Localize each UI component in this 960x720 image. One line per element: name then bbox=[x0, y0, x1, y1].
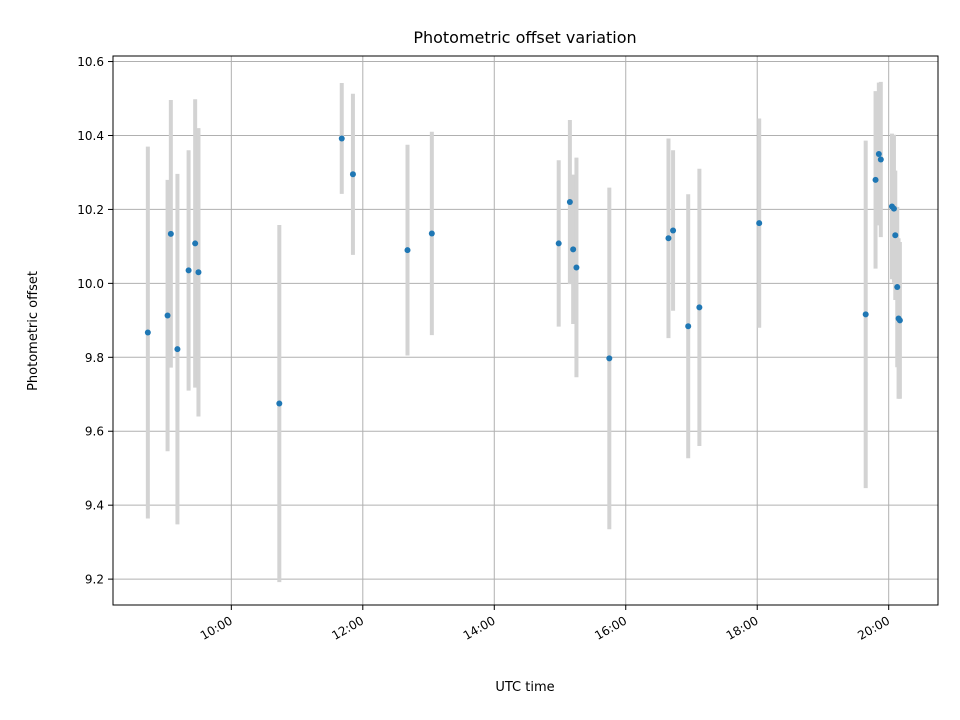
data-point bbox=[185, 267, 192, 274]
data-point bbox=[174, 346, 181, 353]
data-point bbox=[875, 150, 882, 157]
y-tick-label: 10.2 bbox=[77, 203, 104, 217]
data-point bbox=[892, 232, 899, 239]
x-tick-label: 18:00 bbox=[724, 613, 761, 642]
x-tick-label: 16:00 bbox=[592, 613, 629, 642]
data-point bbox=[192, 240, 199, 247]
x-tick-label: 10:00 bbox=[198, 613, 235, 642]
data-point bbox=[167, 230, 174, 237]
data-point bbox=[872, 176, 879, 183]
data-point bbox=[696, 304, 703, 311]
error-bars bbox=[145, 81, 902, 583]
y-tick-label: 9.2 bbox=[85, 573, 104, 587]
y-tick-label: 10.4 bbox=[77, 129, 104, 143]
y-tick-label: 10.0 bbox=[77, 277, 104, 291]
data-point bbox=[665, 235, 672, 242]
x-tick-label: 12:00 bbox=[329, 613, 366, 642]
y-axis-ticks: 9.2 9.4 9.6 9.8 10.0 10.2 10.4 10.6 bbox=[77, 55, 113, 587]
data-point bbox=[566, 199, 573, 206]
data-point bbox=[896, 317, 903, 324]
data-point bbox=[670, 227, 677, 234]
x-axis-ticks: 10:00 12:00 14:00 16:00 18:00 20:00 bbox=[198, 605, 892, 643]
x-tick-label: 14:00 bbox=[461, 613, 498, 642]
plot-frame bbox=[112, 55, 939, 606]
y-tick-label: 9.8 bbox=[85, 351, 104, 365]
data-point bbox=[877, 156, 884, 163]
grid-lines bbox=[113, 56, 938, 605]
data-point bbox=[573, 264, 580, 271]
data-point bbox=[606, 355, 613, 362]
y-axis-label: Photometric offset bbox=[26, 271, 41, 391]
data-point bbox=[555, 240, 562, 247]
data-point bbox=[894, 284, 901, 291]
chart-title: Photometric offset variation bbox=[413, 28, 636, 47]
data-point bbox=[164, 312, 171, 319]
data-point bbox=[144, 329, 151, 336]
y-tick-label: 9.6 bbox=[85, 425, 104, 439]
data-point bbox=[195, 269, 202, 276]
data-point bbox=[338, 135, 345, 142]
data-point bbox=[685, 323, 692, 330]
data-point bbox=[756, 220, 763, 227]
x-tick-label: 20:00 bbox=[855, 613, 892, 642]
y-tick-label: 9.4 bbox=[85, 499, 104, 513]
data-point bbox=[428, 230, 435, 237]
data-points bbox=[144, 135, 903, 407]
x-axis-label: UTC time bbox=[495, 680, 554, 695]
data-point bbox=[404, 247, 411, 254]
data-point bbox=[570, 246, 577, 253]
data-point bbox=[349, 171, 356, 178]
data-point bbox=[890, 205, 897, 212]
y-tick-label: 10.6 bbox=[77, 55, 104, 69]
data-point bbox=[276, 400, 283, 407]
data-point bbox=[862, 311, 869, 318]
